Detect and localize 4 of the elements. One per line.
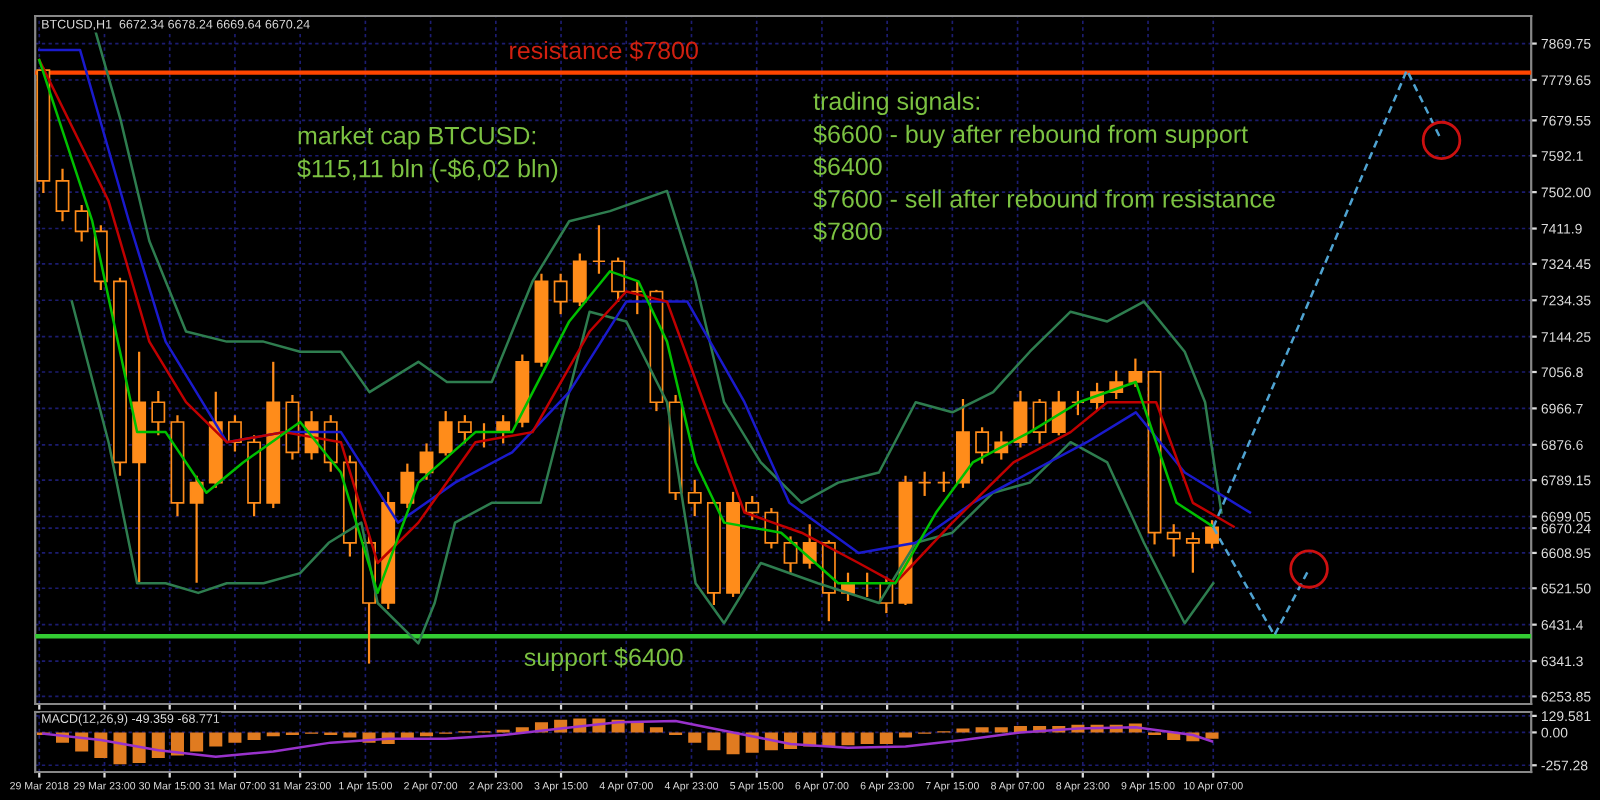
ref-line-label: resistance $7800	[510, 40, 698, 61]
ref-line-label: support $6400	[524, 647, 683, 672]
annotation: trading signals: $6600 - buy after rebound from support $6400 $7600 - sell after rebound from resistance $7800	[813, 91, 1275, 242]
annotation: market cap BTCUSD: $115,11 bln (-$6,02 bln)	[297, 126, 558, 183]
